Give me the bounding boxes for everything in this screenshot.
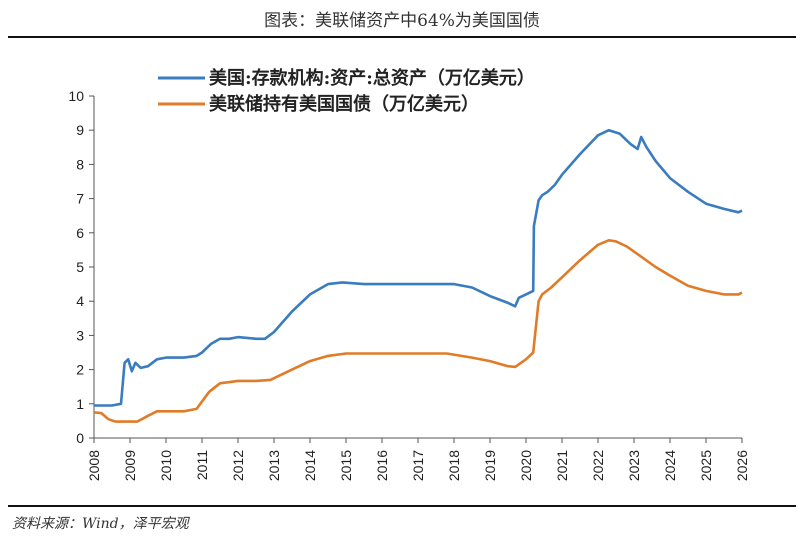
bottom-rule — [8, 505, 796, 507]
x-tick-label: 2014 — [302, 450, 318, 481]
y-tick-label: 0 — [76, 430, 84, 446]
x-tick-label: 2010 — [158, 450, 174, 481]
legend-label-total-assets: 美国:存款机构:资产:总资产（万亿美元） — [209, 67, 535, 89]
y-tick-label: 2 — [76, 362, 84, 378]
x-tick-label: 2018 — [446, 450, 462, 481]
x-tick-label: 2013 — [266, 450, 282, 481]
x-tick-label: 2019 — [482, 450, 498, 481]
x-tick-label: 2009 — [122, 450, 138, 481]
y-tick-label: 6 — [76, 225, 84, 241]
x-tick-label: 2015 — [338, 450, 354, 481]
y-tick-label: 1 — [76, 396, 84, 412]
x-tick-label: 2012 — [230, 450, 246, 481]
y-tick-label: 4 — [76, 293, 84, 309]
y-tick-label: 3 — [76, 327, 84, 343]
x-tick-label: 2025 — [698, 450, 714, 481]
x-axis-ticks: 2008 2009 2010 2011 2012 2013 2014 2015 2016 2017… — [86, 438, 750, 481]
total-assets-line — [94, 128, 743, 407]
x-tick-label: 2024 — [662, 450, 678, 481]
legend-label-treasuries: 美联储持有美国国债（万亿美元） — [209, 93, 479, 115]
x-tick-label: 2011 — [194, 450, 210, 480]
x-tick-label: 2023 — [626, 450, 642, 481]
y-tick-label: 8 — [76, 156, 84, 172]
x-tick-label: 2026 — [734, 450, 750, 481]
x-tick-label: 2021 — [554, 450, 570, 481]
y-tick-label: 7 — [76, 191, 84, 207]
source-note: 资料来源：Wind，泽平宏观 — [12, 516, 189, 532]
y-tick-label: 10 — [68, 88, 84, 104]
y-tick-label: 5 — [76, 259, 84, 275]
x-tick-label: 2017 — [410, 450, 426, 481]
x-tick-label: 2022 — [590, 450, 606, 481]
x-tick-label: 2016 — [374, 450, 390, 481]
treasury-holdings-line — [93, 239, 743, 423]
top-rule — [8, 36, 796, 38]
series-lines — [93, 128, 743, 423]
legend: 美国:存款机构:资产:总资产（万亿美元） 美联储持有美国国债（万亿美元） — [158, 67, 535, 115]
x-tick-label: 2008 — [86, 450, 102, 481]
chart-title: 图表：美联储资产中64%为美国国债 — [264, 11, 540, 31]
y-axis-ticks: 0 1 2 3 4 5 6 7 8 9 10 — [68, 88, 94, 446]
y-tick-label: 9 — [76, 122, 84, 138]
x-tick-label: 2020 — [518, 450, 534, 481]
